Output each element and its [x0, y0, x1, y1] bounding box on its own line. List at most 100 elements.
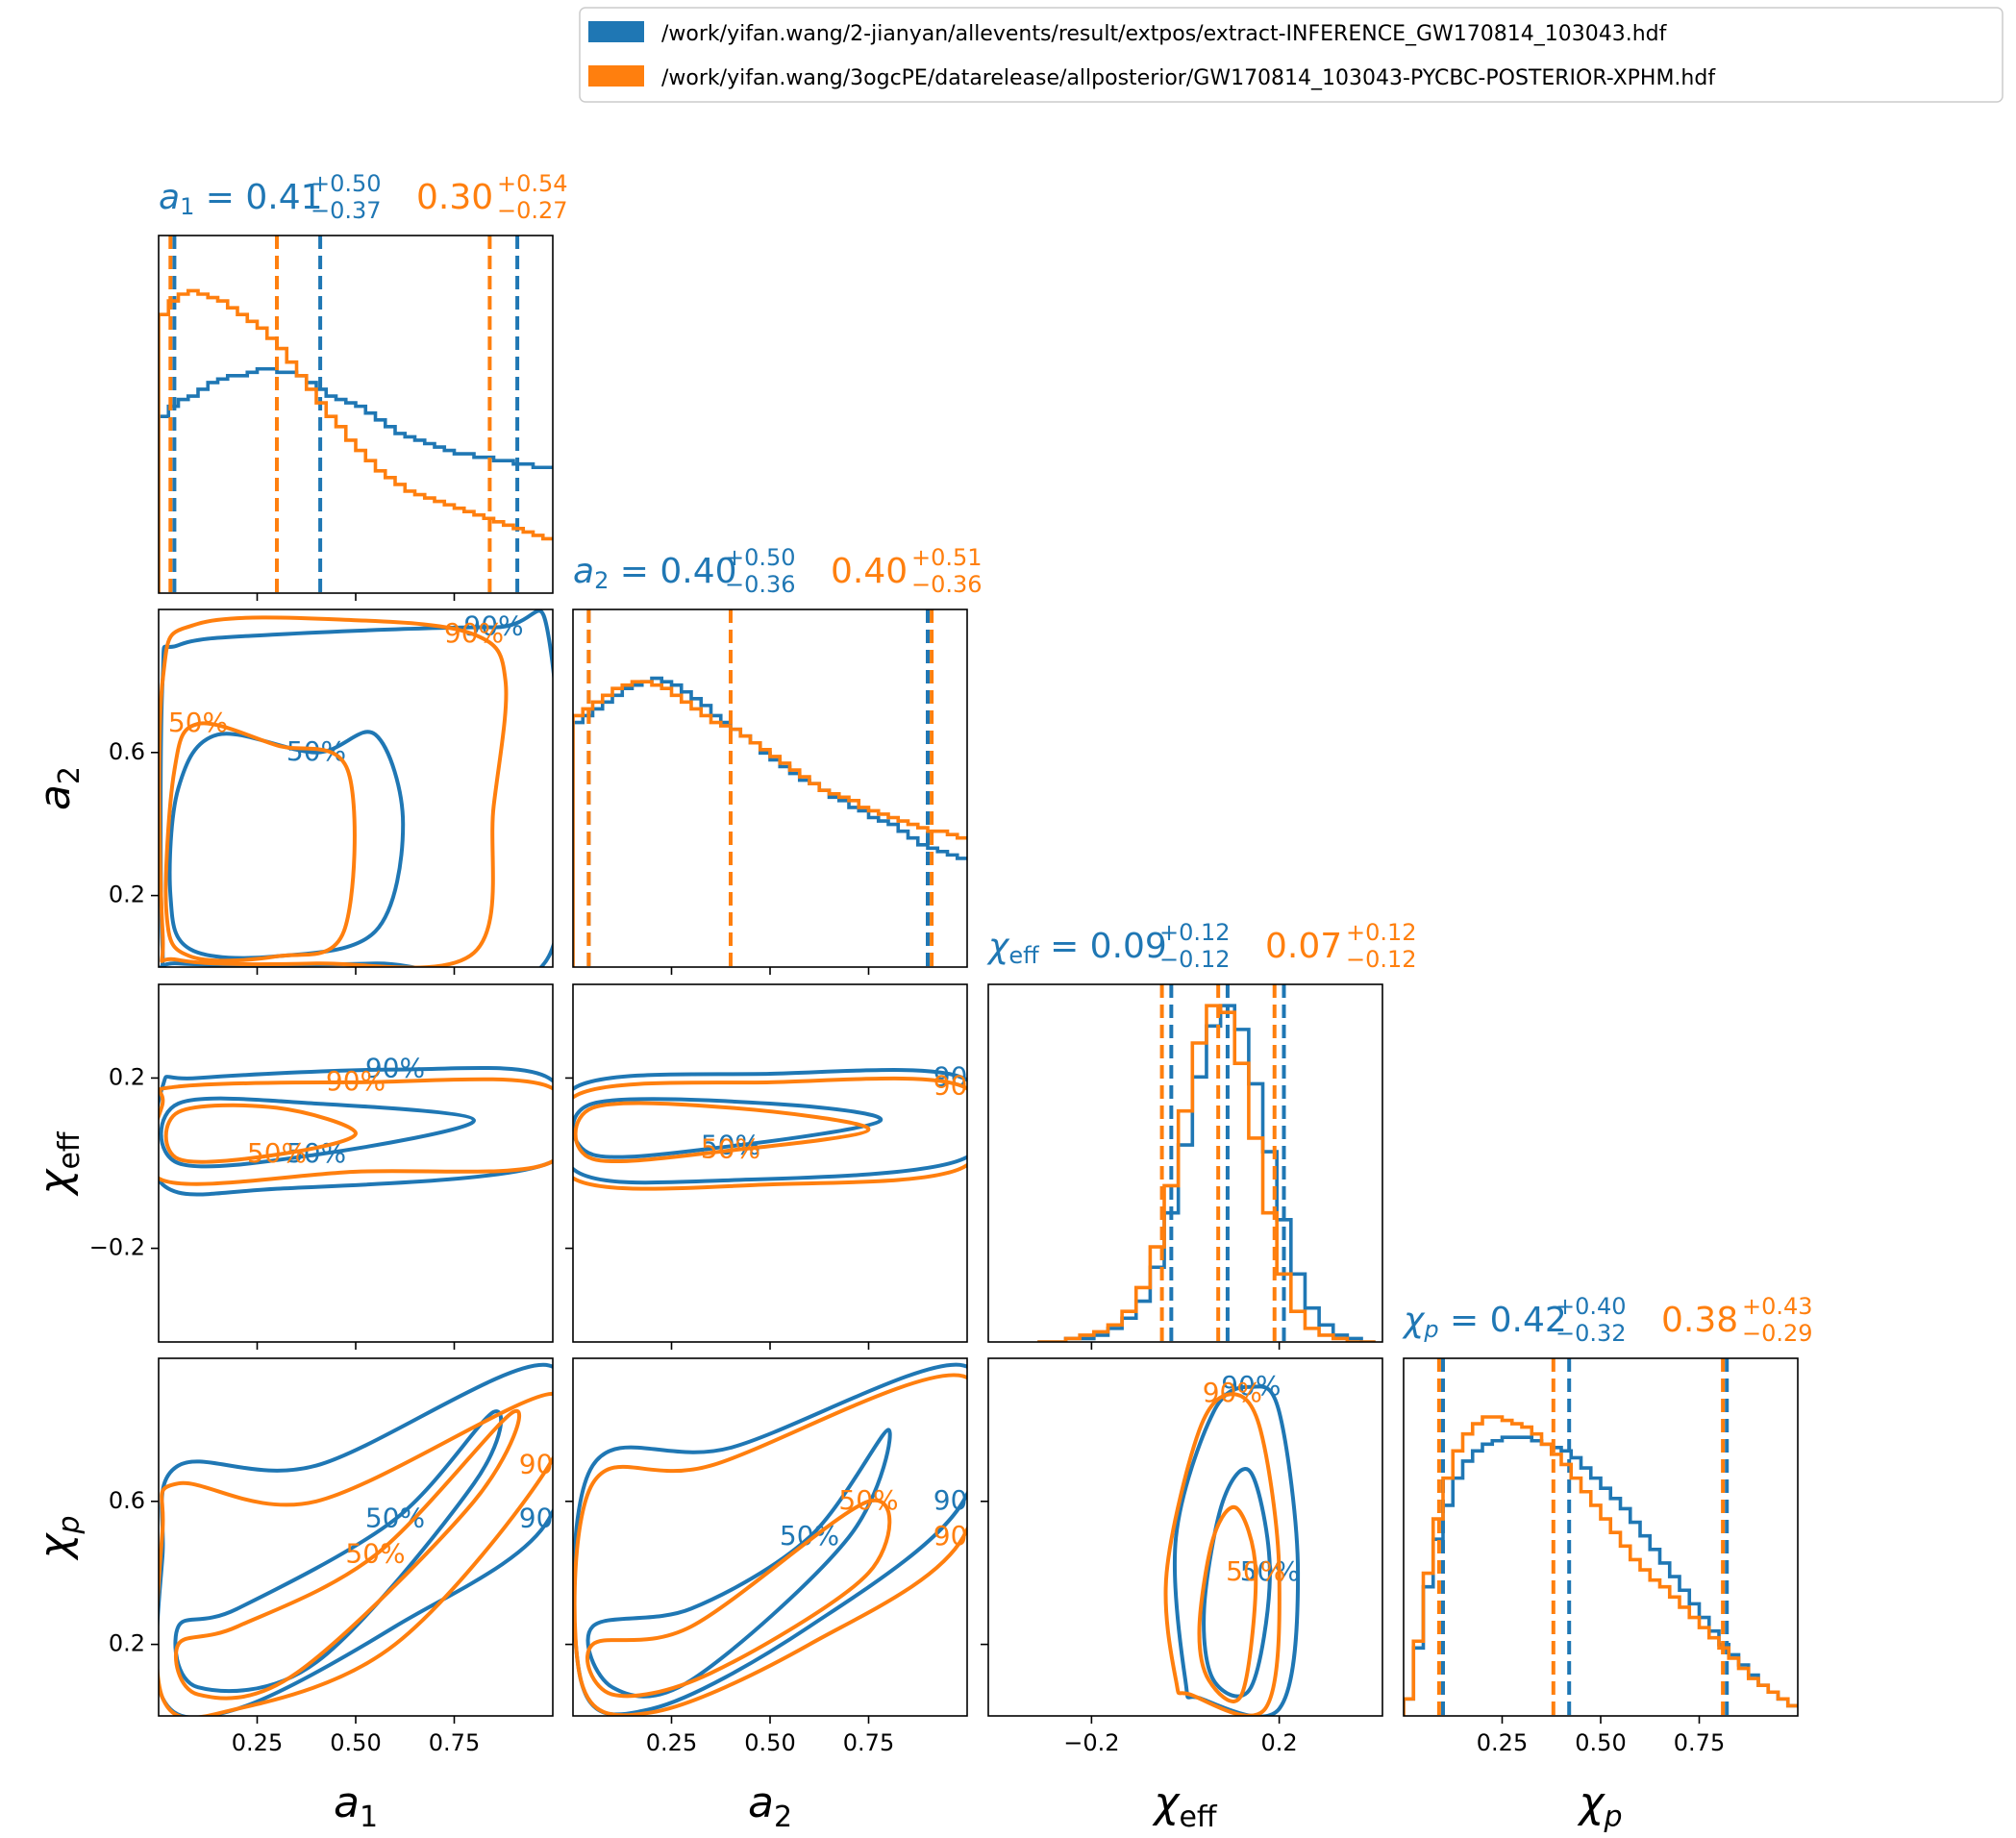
contour-a1-a2-run1-50 — [167, 730, 406, 960]
title-minus-run2-chi_eff: −0.12 — [1346, 946, 1417, 973]
xlabel-chi_eff-symbol: χ — [1152, 1778, 1181, 1827]
title-plus-run2-chi_p: +0.43 — [1742, 1293, 1813, 1320]
ylabel-a2-symbol: a — [31, 784, 80, 810]
title-plus-run2-chi_eff: +0.12 — [1346, 919, 1417, 946]
panel-plot-area — [1037, 984, 1376, 1342]
hist-chi_eff-run2 — [1037, 1004, 1376, 1342]
legend-entry-run2: /work/yifan.wang/3ogcPE/datarelease/allp… — [661, 66, 1716, 90]
ytick-label-a2-1: 0.6 — [109, 738, 145, 765]
contour-label-a2-chi_p-run2-50: 50% — [838, 1484, 898, 1516]
legend-box — [579, 7, 2004, 103]
contour-label-a1-chi_eff-run2-90: 90% — [326, 1065, 386, 1097]
contour-a1-chi_p-run1-90 — [159, 1362, 553, 1716]
title-median-run2-chi_eff: 0.07 — [1265, 927, 1342, 966]
contour-a1-chi_p-run2-50 — [173, 1408, 522, 1701]
hist-a1-run2 — [159, 288, 553, 593]
axes-frame — [158, 609, 554, 968]
contour-label-chi_eff-chi_p-run2-90: 90% — [1203, 1377, 1262, 1408]
panel-a2-a2: a2 = 0.40+0.50−0.36 0.40 +0.51−0.36 — [572, 544, 983, 975]
axes-frame — [158, 235, 554, 594]
panel-a1-a2: 90%50%90%50%0.20.6 — [109, 609, 554, 975]
title-median-run1-chi_p: = 0.42 — [1439, 1301, 1567, 1340]
title-plus-run1-chi_p: +0.40 — [1556, 1293, 1627, 1320]
panel-a2-chi_eff: 90%50%90%50% — [565, 983, 968, 1350]
ylabel-chi_eff-subscript: eff — [53, 1130, 87, 1169]
contour-label-a1-chi_eff-run2-50: 50% — [247, 1137, 307, 1169]
title-median-run1-a1: = 0.41 — [194, 178, 322, 217]
contour-label-a2-chi_p-run1-90: 90% — [933, 1484, 993, 1516]
panel-plot-area: 90%50%90%50% — [159, 1362, 579, 1716]
title-plus-run1-a2: +0.50 — [725, 544, 796, 571]
title-plus-run2-a2: +0.51 — [911, 544, 983, 571]
panel-chi_p-chi_p: χp = 0.42+0.40−0.32 0.38 +0.43−0.29 0.25 0.5… — [1402, 1293, 1813, 1756]
panel-plot-area — [1404, 1358, 1798, 1716]
title-symbol-chi_p: χ — [1402, 1301, 1426, 1340]
contour-a2-chi_p-run2-50 — [585, 1498, 892, 1699]
panel-chi_eff-chi_p: 90% 50% 90% 50% −0.2 0.2 — [981, 1357, 1383, 1756]
contour-label-a2-chi_eff-run2-50: 50% — [701, 1133, 760, 1165]
title-chi_eff: χeff = 0.09 — [986, 927, 1167, 969]
contour-chi_eff-chi_p-run1-50 — [1202, 1467, 1272, 1699]
ytick-label-chi_p-0: 0.2 — [109, 1630, 145, 1657]
axes-frame — [572, 609, 968, 968]
axes-frame — [572, 1357, 968, 1717]
xlabel-a1-subscript: 1 — [360, 1801, 378, 1834]
contour-a2-chi_eff-run2-50 — [573, 1101, 871, 1164]
panel-plot-area: 90%50%90%50% — [573, 1060, 967, 1191]
title-a2: a2 = 0.40 — [573, 552, 737, 594]
contour-label-chi_eff-chi_p-run1-90: 90% — [1221, 1370, 1281, 1402]
title-median-run2-a2: 0.40 — [831, 552, 908, 591]
xtick-label-a2-2: 0.75 — [843, 1729, 894, 1756]
xtick-label-chi_eff-0: −0.2 — [1063, 1729, 1119, 1756]
contour-label-a1-a2-run2-90: 90% — [444, 617, 504, 649]
contour-label-chi_eff-chi_p-run2-50: 50% — [1226, 1555, 1285, 1587]
panel-a2-chi_p: 90%50% 90%50%0.25 0.50 0.75 — [565, 1357, 993, 1756]
title-plus-run1-chi_eff: +0.12 — [1159, 919, 1231, 946]
xtick-label-a1-0: 0.25 — [232, 1729, 283, 1756]
ylabel-chi_p: χp — [31, 1515, 87, 1560]
contour-chi_eff-chi_p-run1-90 — [1172, 1384, 1301, 1716]
contour-label-a1-chi_p-run2-90: 90% — [519, 1449, 579, 1480]
title-median-run2-chi_p: 0.38 — [1661, 1301, 1738, 1340]
xtick-label-chi_eff-1: 0.2 — [1261, 1729, 1298, 1756]
legend: /work/yifan.wang/2-jianyan/allevents/res… — [579, 7, 2004, 103]
ytick-label-a2-0: 0.2 — [109, 882, 145, 908]
contour-label-a1-chi_p-run2-50: 50% — [345, 1538, 405, 1570]
xlabel-a2-subscript: 2 — [774, 1801, 792, 1834]
contour-label-chi_eff-chi_p-run1-50: 50% — [1240, 1555, 1300, 1587]
ytick-label-chi_eff-1: 0.2 — [109, 1063, 145, 1090]
xtick-label-chi_p-1: 0.50 — [1575, 1729, 1626, 1756]
xlabel-chi_p: χp — [1577, 1778, 1622, 1834]
title-minus-run1-chi_p: −0.32 — [1556, 1320, 1627, 1347]
ylabel-a2-subscript: 2 — [53, 766, 87, 784]
title-subscript-a2: 2 — [594, 567, 609, 594]
axes-frame — [572, 983, 968, 1343]
legend-swatch-run1 — [588, 21, 644, 42]
title-subscript-chi_eff: eff — [1008, 942, 1039, 969]
contour-a2-chi_eff-run1-50 — [573, 1097, 883, 1159]
contour-chi_eff-chi_p-run2-50 — [1197, 1504, 1258, 1703]
contour-label-a1-chi_p-run1-90: 90% — [519, 1502, 579, 1533]
contour-a1-chi_eff-run1-90 — [159, 1065, 553, 1197]
panel-plot-area: 90%50%90%50% — [159, 1053, 553, 1197]
contour-label-a1-a2-run2-50: 50% — [168, 707, 228, 738]
legend-swatch-run2 — [588, 65, 644, 87]
title-plus-run2-a1: +0.54 — [497, 170, 568, 197]
contour-a2-chi_eff-run1-90 — [573, 1068, 967, 1185]
panel-plot-area: 90%50%90%50% — [159, 609, 553, 967]
title-a1: a1 = 0.41 — [159, 178, 323, 220]
title-symbol-a2: a — [573, 552, 594, 591]
hist-chi_p-run1 — [1404, 1435, 1798, 1716]
xlabel-chi_p-subscript: p — [1604, 1801, 1623, 1834]
xtick-label-a2-1: 0.50 — [744, 1729, 795, 1756]
xlabel-a2-symbol: a — [748, 1778, 774, 1827]
hist-a2-run2 — [573, 680, 967, 967]
panel-chi_eff-chi_eff: χeff = 0.09+0.12−0.12 0.07 +0.12−0.12 — [986, 919, 1417, 1350]
contour-a2-chi_p-run1-50 — [585, 1428, 892, 1699]
ylabel-a2: a2 — [31, 766, 87, 810]
contour-a2-chi_p-run1-90 — [573, 1362, 967, 1716]
title-chi_p: χp = 0.42 — [1402, 1301, 1567, 1343]
contour-a1-chi_eff-run1-50 — [159, 1096, 477, 1169]
contour-label-a1-chi_eff-run1-90: 90% — [365, 1053, 425, 1084]
corner-panels: a1 = 0.41+0.50−0.37 0.30 +0.54−0.2790%50%9… — [31, 170, 1813, 1834]
